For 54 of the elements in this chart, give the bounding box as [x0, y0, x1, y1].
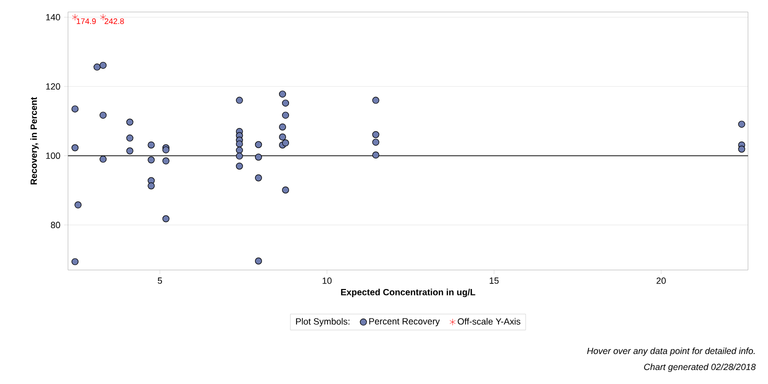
y-tick-label: 80 — [50, 222, 60, 228]
legend-title: Plot Symbols: — [296, 318, 350, 326]
point — [282, 186, 290, 194]
y-tick-label: 140 — [46, 14, 60, 20]
point — [126, 147, 134, 154]
point — [279, 134, 286, 141]
point — [372, 138, 380, 146]
x-tick-label: 10 — [322, 278, 332, 284]
point — [94, 64, 101, 71]
point — [100, 62, 107, 69]
point — [254, 141, 262, 148]
y-tick-label: 100 — [46, 152, 60, 159]
point — [279, 123, 286, 130]
point — [148, 156, 155, 164]
point — [738, 146, 746, 153]
x-tick-label: 20 — [656, 278, 666, 284]
point — [100, 156, 107, 163]
point — [126, 118, 134, 126]
point — [162, 215, 170, 222]
point — [74, 201, 82, 208]
point — [162, 157, 170, 164]
point — [282, 100, 290, 107]
point — [72, 14, 78, 21]
text: Hover over any data point for detailed info. — [587, 348, 755, 356]
x-tick-label: 5 — [158, 278, 162, 284]
legend-label: Percent Recovery — [369, 318, 440, 326]
x-axis-title: Expected Concentration in ug/L — [341, 288, 476, 298]
point — [372, 152, 380, 159]
point — [282, 112, 290, 119]
point — [72, 105, 79, 112]
point — [236, 152, 243, 160]
point — [236, 96, 243, 104]
point — [100, 112, 107, 119]
point — [148, 141, 155, 148]
point — [236, 140, 243, 148]
point — [738, 120, 746, 128]
point — [236, 162, 243, 170]
point — [282, 139, 290, 146]
point — [126, 134, 134, 142]
point — [254, 174, 262, 182]
y-axis-title: Recovery, in Percent — [30, 97, 39, 184]
point — [254, 154, 262, 161]
point — [372, 131, 380, 138]
point — [372, 96, 380, 104]
x-tick-label: 15 — [490, 278, 499, 284]
point — [72, 258, 79, 266]
point — [254, 257, 262, 264]
point — [279, 90, 286, 98]
point — [72, 144, 79, 152]
y-tick-label: 120 — [46, 83, 60, 90]
point — [148, 182, 155, 190]
point — [236, 146, 243, 154]
text: Chart generated 02/28/2018 — [644, 364, 756, 372]
legend-label: Off-scale Y-Axis — [458, 318, 520, 325]
